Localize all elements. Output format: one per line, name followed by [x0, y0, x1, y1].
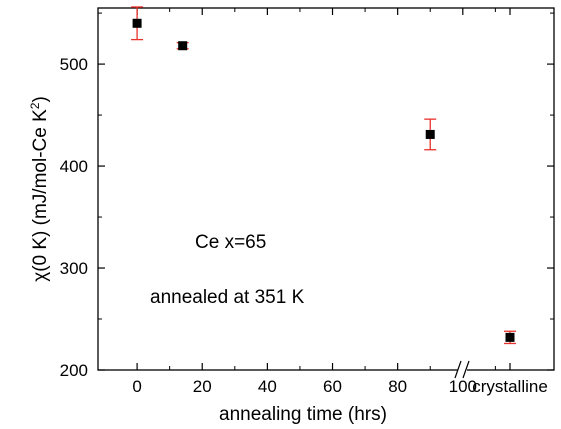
axis-break-slash: [454, 360, 462, 379]
x-tick-label: 0: [132, 377, 141, 396]
x-tick-label: 80: [388, 377, 407, 396]
data-point-x90: [425, 129, 435, 139]
data-marks: [131, 6, 516, 345]
y-axis-label-main: χ(0 K) (mJ/mol-Ce K: [30, 109, 51, 282]
y-axis-label: χ(0 K) (mJ/mol-Ce K2): [28, 96, 51, 282]
x-axis-label: annealing time (hrs): [219, 404, 387, 425]
annotation-anneal-temp: annealed at 351 K: [150, 287, 305, 308]
x-tick-label: 100: [449, 377, 477, 396]
y-tick-label: 500: [60, 55, 88, 74]
y-tick-label: 200: [60, 361, 88, 380]
y-axis-label-close: ): [30, 96, 51, 102]
y-tick-label: 300: [60, 259, 88, 278]
axis-break-gap: [458, 360, 467, 380]
axis-break-mark: [454, 360, 470, 380]
axis-ticks: 0 20 40 60 80 100 200 300 400 500: [60, 8, 554, 396]
x-tick-label-crystalline: crystalline: [472, 377, 548, 396]
y-axis-label-sup: 2: [28, 102, 42, 109]
annotation-composition: Ce x=65: [195, 232, 266, 253]
data-point-crystalline: [505, 332, 515, 342]
x-tick-label: 60: [323, 377, 342, 396]
axis-break-slash: [462, 360, 470, 379]
x-tick-label: 40: [258, 377, 277, 396]
data-point-x14: [178, 41, 188, 51]
y-tick-label: 400: [60, 157, 88, 176]
data-point-x0: [132, 18, 142, 28]
x-tick-label: 20: [193, 377, 212, 396]
plot-frame: [97, 7, 555, 371]
